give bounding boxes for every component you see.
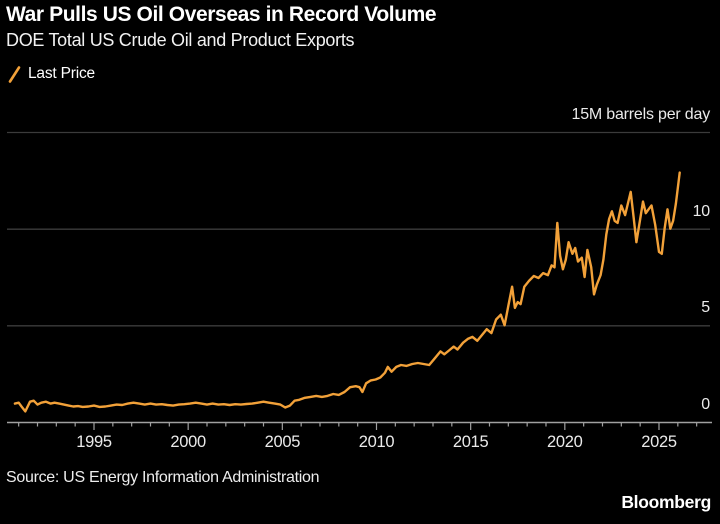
x-tick-label-2005: 2005 (264, 433, 301, 451)
bloomberg-logo: Bloomberg (621, 492, 711, 512)
source-note: Source: US Energy Information Administra… (6, 469, 320, 486)
x-tick-label-2020: 2020 (547, 433, 583, 451)
y-tick-label-0: 0 (701, 396, 710, 413)
legend-label: Last Price (28, 65, 95, 82)
x-tick-label-2025: 2025 (641, 433, 677, 451)
y-axis-unit-label: 15M barrels per day (571, 106, 711, 123)
y-tick-label-5: 5 (701, 299, 710, 317)
x-tick-label-2015: 2015 (452, 433, 489, 451)
series-line-last-price (13, 171, 681, 413)
y-tick-label-10: 10 (692, 202, 711, 220)
x-tick-label-2000: 2000 (170, 433, 206, 451)
x-tick-label-2010: 2010 (358, 433, 395, 451)
chart-subtitle: DOE Total US Crude Oil and Product Expor… (6, 30, 355, 50)
x-tick-label-1995: 1995 (76, 433, 112, 451)
legend: Last Price (8, 63, 95, 85)
legend-line-slash-icon (8, 65, 21, 83)
chart-title: War Pulls US Oil Overseas in Record Volu… (6, 3, 437, 26)
